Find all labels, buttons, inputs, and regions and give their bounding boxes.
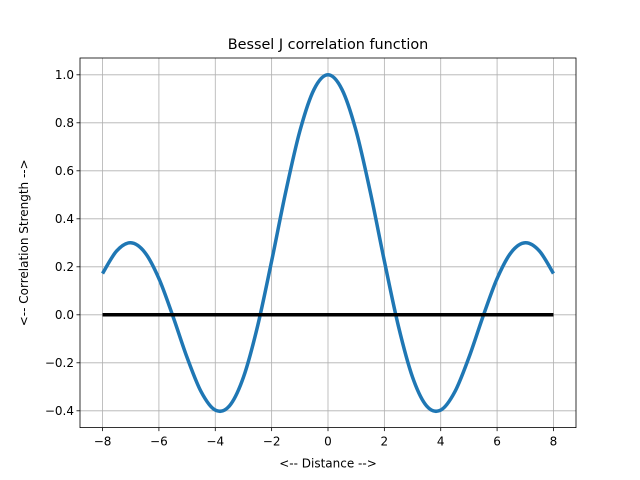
- y-axis-label: <-- Correlation Strength -->: [17, 159, 31, 326]
- y-tick-label: 0.4: [55, 212, 74, 226]
- x-tick-label: −6: [150, 435, 168, 449]
- x-tick-label: 2: [381, 435, 389, 449]
- x-tick-label: −8: [94, 435, 112, 449]
- series-layer: [101, 73, 555, 414]
- y-tick-label: −0.4: [45, 404, 74, 418]
- x-tick-label: −2: [263, 435, 281, 449]
- y-tick-label: 0.6: [55, 164, 74, 178]
- chart-title: Bessel J correlation function: [228, 37, 429, 53]
- y-tick-label: 0.2: [55, 260, 74, 274]
- x-tick-label: −4: [206, 435, 224, 449]
- x-axis-label: <-- Distance -->: [279, 457, 377, 471]
- bessel-curve-line: [101, 73, 555, 414]
- y-tick-label: 0.0: [55, 308, 74, 322]
- y-tick-label: 1.0: [55, 68, 74, 82]
- x-tick-label: 4: [437, 435, 445, 449]
- y-tick-label: 0.8: [55, 116, 74, 130]
- y-tick-label: −0.2: [45, 356, 74, 370]
- x-tick-label: 6: [493, 435, 501, 449]
- x-tick-label: 8: [550, 435, 558, 449]
- x-tick-label: 0: [324, 435, 332, 449]
- axis-ticks: −8 −6 −4 −2 0 2 4 6 8 −0.4 −0.2 0.0 0.2 0.4 0.6 0.8 1.0: [45, 68, 557, 449]
